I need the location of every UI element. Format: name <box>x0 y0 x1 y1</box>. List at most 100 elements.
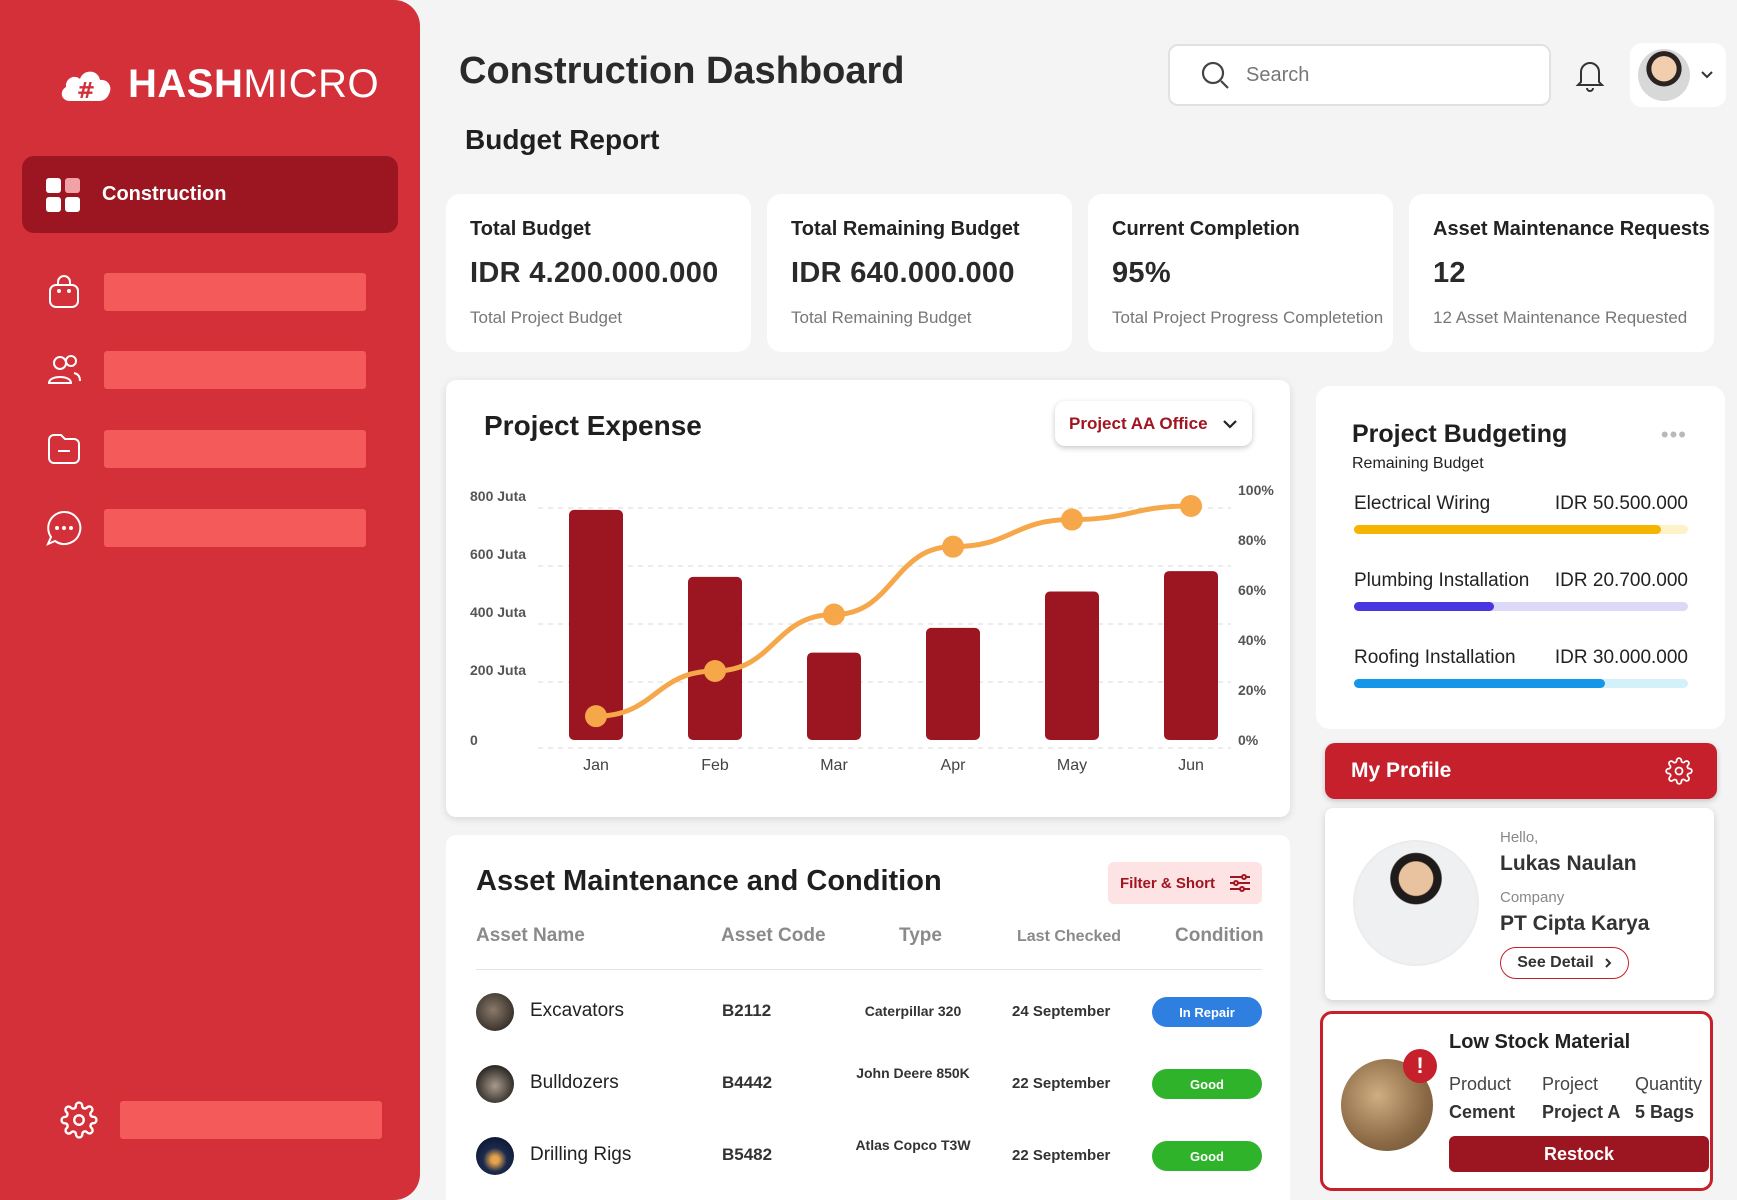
sidebar-item-placeholder <box>104 430 366 468</box>
search-input[interactable] <box>1246 63 1496 87</box>
profile-card: Hello, Lukas Naulan Company PT Cipta Kar… <box>1325 808 1714 1000</box>
low-stock-header-quantity: Quantity <box>1635 1074 1703 1094</box>
svg-text:#: # <box>77 79 95 104</box>
low-stock-quantity: 5 Bags <box>1635 1102 1695 1122</box>
asset-last-checked: 22 September <box>1012 1075 1111 1092</box>
page-title: Construction Dashboard <box>459 50 905 92</box>
x-axis-tick: Mar <box>820 757 848 774</box>
x-axis-tick: Jan <box>583 757 609 774</box>
asset-thumbnail <box>476 993 514 1031</box>
asset-type: John Deere 850K <box>856 1065 970 1081</box>
y-axis-left-tick: 0 <box>470 732 478 748</box>
stat-card-completion: Current Completion 95% Total Project Pro… <box>1088 194 1393 352</box>
table-row[interactable]: Drilling Rigs B5482 Atlas Copco T3W 22 S… <box>476 1131 1266 1179</box>
project-dropdown[interactable]: Project AA Office <box>1055 401 1252 446</box>
budget-progress-track <box>1354 679 1688 688</box>
filter-sort-label: Filter & Short <box>1120 874 1216 892</box>
chevron-down-icon <box>1222 419 1237 429</box>
avatar <box>1638 49 1690 101</box>
bar-jan <box>569 509 623 740</box>
shopping-bag-icon <box>49 275 79 308</box>
notification-bell[interactable] <box>1575 58 1605 97</box>
my-profile-header: My Profile <box>1325 743 1717 799</box>
x-axis-tick: Jun <box>1178 757 1204 774</box>
bar-mar <box>807 652 861 740</box>
project-budgeting-subtitle: Remaining Budget <box>1352 455 1484 472</box>
sidebar: # HASHMICRO Construction <box>0 0 420 1200</box>
asset-code: B4442 <box>722 1073 773 1092</box>
line-point-jun <box>1180 495 1202 517</box>
column-header-asset-name: Asset Name <box>476 925 585 946</box>
gear-icon[interactable] <box>1665 757 1693 785</box>
project-expense-chart: 0 200 Juta 400 Juta 600 Juta 800 Juta 0% 20% 40… <box>470 482 1274 774</box>
budget-item-value: IDR 20.700.000 <box>1554 570 1688 591</box>
sidebar-item-users[interactable] <box>44 350 374 390</box>
column-header-asset-code: Asset Code <box>721 925 826 946</box>
bell-icon <box>1575 62 1605 92</box>
column-header-type: Type <box>899 925 942 946</box>
stat-value: IDR 640.000.000 <box>791 257 1015 289</box>
asset-thumbnail <box>476 1065 514 1103</box>
y-axis-right-tick: 20% <box>1238 682 1267 698</box>
sidebar-item-placeholder <box>104 273 366 311</box>
user-menu[interactable] <box>1630 43 1726 107</box>
budget-progress-track <box>1354 602 1688 611</box>
chat-bubble-icon <box>46 510 82 546</box>
sidebar-item-placeholder <box>120 1101 382 1139</box>
cloud-hash-logo-icon: # <box>61 71 111 104</box>
stat-value: 95% <box>1112 257 1171 289</box>
y-axis-right-tick: 0% <box>1238 732 1259 748</box>
project-expense-card: 0 200 Juta 400 Juta 600 Juta 800 Juta 0% 20% 40… <box>446 380 1290 817</box>
brand-name-light: MICRO <box>243 62 380 106</box>
profile-name: Lukas Naulan <box>1500 852 1637 875</box>
profile-company: PT Cipta Karya <box>1500 912 1650 935</box>
status-badge: Good <box>1152 1141 1262 1171</box>
status-badge: Good <box>1152 1069 1262 1099</box>
stat-value: 12 <box>1433 257 1466 289</box>
bar-feb <box>688 576 742 740</box>
gear-icon <box>60 1101 98 1139</box>
profile-photo <box>1353 840 1479 966</box>
stat-card-total-budget: Total Budget IDR 4.200.000.000 Total Pro… <box>446 194 751 352</box>
x-axis-tick: Apr <box>941 757 967 774</box>
sidebar-item-settings[interactable] <box>60 1101 382 1139</box>
sliders-icon <box>1230 874 1251 892</box>
brand-name-bold: HASH <box>128 62 244 106</box>
line-point-may <box>1061 508 1083 531</box>
profile-greeting: Hello, <box>1500 829 1539 846</box>
bar-may <box>1045 591 1099 740</box>
column-header-condition: Condition <box>1175 925 1264 946</box>
sidebar-item-construction[interactable]: Construction <box>22 156 398 233</box>
asset-last-checked: 24 September <box>1012 1003 1111 1020</box>
line-point-jan <box>585 705 607 728</box>
more-options-icon[interactable]: ••• <box>1660 422 1687 447</box>
project-expense-title: Project Expense <box>484 410 702 441</box>
x-axis-tick: May <box>1057 757 1087 774</box>
sidebar-item-folder[interactable] <box>44 429 374 469</box>
sidebar-item-chat[interactable] <box>44 508 374 548</box>
stat-subtitle: Total Remaining Budget <box>791 308 972 327</box>
asset-maintenance-title: Asset Maintenance and Condition <box>476 865 942 897</box>
sidebar-item-placeholder <box>104 351 366 389</box>
my-profile-title: My Profile <box>1351 759 1452 782</box>
line-point-feb <box>704 659 726 682</box>
brand-logo[interactable]: # HASHMICRO <box>58 62 379 107</box>
filter-sort-button[interactable]: Filter & Short <box>1108 862 1262 904</box>
stat-subtitle: Total Project Progress Completetion <box>1112 308 1384 327</box>
table-row[interactable]: Excavators B2112 Caterpillar 320 24 Sept… <box>476 987 1266 1035</box>
budget-item-name: Electrical Wiring <box>1354 493 1491 514</box>
restock-button[interactable]: Restock <box>1449 1136 1709 1172</box>
search-box[interactable] <box>1168 44 1551 106</box>
table-divider <box>476 969 1262 970</box>
low-stock-product: Cement <box>1449 1102 1516 1122</box>
users-icon <box>47 355 81 384</box>
budget-item-name: Plumbing Installation <box>1354 570 1530 591</box>
project-budgeting-title: Project Budgeting <box>1352 420 1568 448</box>
table-row[interactable]: Bulldozers B4442 John Deere 850K 22 Sept… <box>476 1059 1266 1107</box>
low-stock-project: Project A <box>1542 1102 1621 1122</box>
restock-label: Restock <box>1543 1143 1615 1164</box>
stat-card-remaining-budget: Total Remaining Budget IDR 640.000.000 T… <box>767 194 1072 352</box>
sidebar-item-shop[interactable] <box>44 272 374 312</box>
see-detail-button[interactable]: See Detail <box>1500 947 1629 979</box>
stat-card-maintenance-requests: Asset Maintenance Requests 12 12 Asset M… <box>1409 194 1714 352</box>
